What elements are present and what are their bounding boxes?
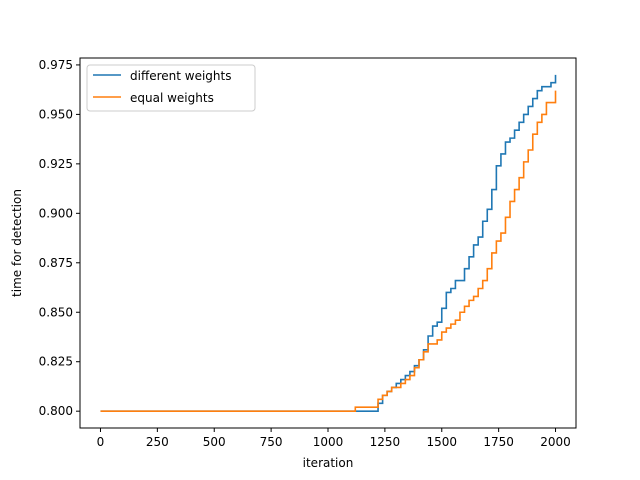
y-tick-label: 0.850	[39, 305, 73, 319]
x-tick-label: 1750	[483, 435, 514, 449]
legend: different weights equal weights	[86, 64, 256, 112]
series-layer	[100, 74, 557, 412]
y-tick-label: 0.975	[39, 58, 73, 72]
x-tick-label: 1000	[313, 435, 344, 449]
y-tick-label: 0.925	[39, 157, 73, 171]
x-tick-label: 2000	[540, 435, 571, 449]
x-tick-label: 750	[260, 435, 283, 449]
plot-area	[80, 58, 576, 428]
series-line-different-weights	[100, 74, 557, 412]
x-axis-label: iteration	[303, 456, 354, 470]
y-tick-label: 0.900	[39, 206, 73, 220]
y-tick-label: 0.800	[39, 404, 73, 418]
plot-frame	[79, 57, 577, 429]
x-axis-ticks: 0 250 500 750 1000 1250 1500 1750 2000	[97, 428, 571, 449]
y-axis-label: time for detection	[10, 189, 24, 297]
y-axis-ticks: 0.800 0.825 0.850 0.875 0.900 0.925 0.950 0.975	[39, 58, 80, 418]
y-tick-label: 0.825	[39, 355, 73, 369]
legend-label-different-weights: different weights	[130, 69, 232, 83]
legend-box	[86, 64, 256, 112]
x-tick-label: 500	[203, 435, 226, 449]
x-tick-label: 0	[97, 435, 105, 449]
x-tick-label: 250	[146, 435, 169, 449]
y-tick-label: 0.950	[39, 107, 73, 121]
x-tick-label: 1250	[370, 435, 401, 449]
y-tick-label: 0.875	[39, 256, 73, 270]
x-tick-label: 1500	[426, 435, 457, 449]
legend-label-equal-weights: equal weights	[130, 91, 214, 105]
series-line-equal-weights	[100, 90, 557, 412]
